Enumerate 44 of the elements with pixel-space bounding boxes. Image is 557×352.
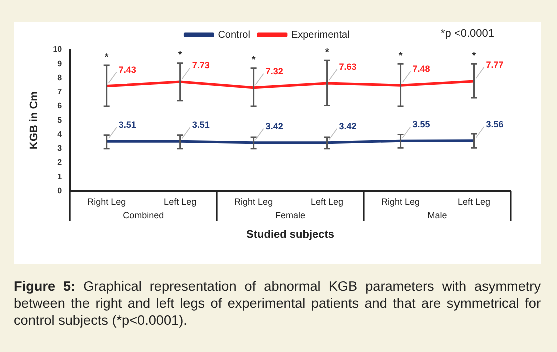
y-tick-label: 10 xyxy=(53,45,63,54)
y-tick-label: 9 xyxy=(58,59,63,68)
x-tick-label: Right Leg xyxy=(88,197,126,208)
y-tick-label: 0 xyxy=(58,186,63,196)
annotation: * xyxy=(398,50,403,62)
legend-label: Experimental xyxy=(291,30,350,41)
data-label: 3.55 xyxy=(412,120,430,130)
data-label: 7.73 xyxy=(192,60,210,71)
annotation: * xyxy=(178,50,182,62)
data-label: 7.63 xyxy=(339,62,357,72)
y-axis-title: KGB in Cm xyxy=(28,91,41,150)
y-tick-label: 5 xyxy=(58,116,63,125)
data-label: 3.42 xyxy=(266,121,284,132)
y-tick-label: 7 xyxy=(58,88,63,97)
annotation: * xyxy=(252,55,256,66)
x-tick-label: Right Leg xyxy=(382,197,420,208)
text: *p <0.0001 xyxy=(441,28,495,40)
text: Combined xyxy=(123,210,164,221)
x-axis-title: Studied subjects xyxy=(246,229,335,242)
data-label: 3.51 xyxy=(118,120,136,130)
text: Male xyxy=(428,210,448,221)
data-label: 7.32 xyxy=(266,66,284,76)
caption: Figure 5: Graphical representation of abnormal KGB parameters with asymmetry between the right and left legs of experimental patients and that are symmetrical for control subjects (*p<0.0001). xyxy=(14,278,542,329)
data-label: 7.43 xyxy=(118,64,136,75)
y-tick-label: 8 xyxy=(58,73,63,82)
data-label: 7.48 xyxy=(412,64,430,74)
x-tick-label: Right Leg xyxy=(234,197,274,208)
data-label: 3.51 xyxy=(192,120,210,130)
data-label: 3.42 xyxy=(339,121,357,132)
annotation: * xyxy=(325,47,330,58)
y-tick-label: 4 xyxy=(58,130,63,139)
y-tick-label: 2 xyxy=(58,158,63,168)
y-tick-label: 1 xyxy=(58,172,63,182)
data-label: 7.77 xyxy=(486,60,504,70)
y-tick-label: 3 xyxy=(58,144,63,154)
legend-label: Control xyxy=(218,30,250,41)
x-tick-label: Left Leg xyxy=(164,197,197,208)
x-tick-label: Left Leg xyxy=(311,197,344,208)
x-tick-label: Left Leg xyxy=(458,197,491,208)
text: Female xyxy=(276,210,306,221)
y-tick-label: 6 xyxy=(58,102,63,111)
annotation: * xyxy=(104,52,109,64)
data-label: 3.56 xyxy=(486,119,504,130)
annotation: * xyxy=(472,50,476,62)
